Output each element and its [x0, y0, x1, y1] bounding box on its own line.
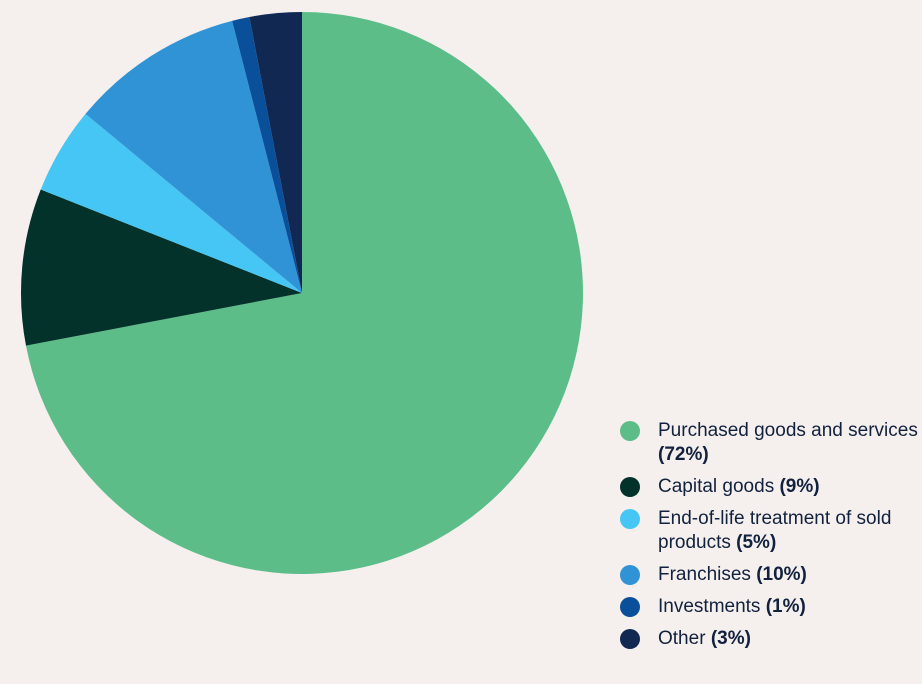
- legend-label-purchased-goods: Purchased goods and services: [658, 420, 918, 441]
- legend: Purchased goods and services (72%) Capit…: [620, 419, 920, 659]
- legend-value-capital-goods: (9%): [779, 476, 820, 497]
- legend-swatch-other: [620, 629, 640, 649]
- legend-value-end-of-life: (5%): [736, 532, 777, 553]
- pie-slice-other: [249, 12, 302, 293]
- legend-label-other: Other: [658, 628, 706, 649]
- pie-chart: [21, 11, 584, 574]
- pie-slice-purchased-goods-and-services: [25, 11, 584, 574]
- legend-item-investments: Investments (1%): [620, 595, 920, 619]
- legend-swatch-end-of-life: [620, 509, 640, 529]
- legend-value-other: (3%): [710, 628, 751, 649]
- pie-slice-end-of-life-treatment-of-sold-products: [40, 113, 302, 293]
- legend-label-franchises: Franchises: [658, 564, 751, 585]
- legend-value-investments: (1%): [765, 596, 806, 617]
- pie-slice-investments: [232, 16, 302, 293]
- legend-item-purchased-goods: Purchased goods and services (72%): [620, 419, 920, 467]
- pie-slice-franchises: [85, 20, 303, 294]
- legend-swatch-purchased-goods: [620, 421, 640, 441]
- legend-item-end-of-life: End-of-life treatment of sold products (…: [620, 507, 920, 555]
- legend-label-investments: Investments: [658, 596, 761, 617]
- legend-value-franchises: (10%): [756, 564, 807, 585]
- legend-swatch-investments: [620, 597, 640, 617]
- legend-swatch-capital-goods: [620, 477, 640, 497]
- legend-item-other: Other (3%): [620, 627, 920, 651]
- legend-label-end-of-life: End-of-life treatment of sold products: [658, 508, 892, 553]
- legend-swatch-franchises: [620, 565, 640, 585]
- legend-item-capital-goods: Capital goods (9%): [620, 475, 920, 499]
- legend-item-franchises: Franchises (10%): [620, 563, 920, 587]
- legend-label-capital-goods: Capital goods: [658, 476, 775, 497]
- pie-slice-capital-goods: [21, 189, 303, 346]
- legend-value-purchased-goods: (72%): [658, 444, 709, 465]
